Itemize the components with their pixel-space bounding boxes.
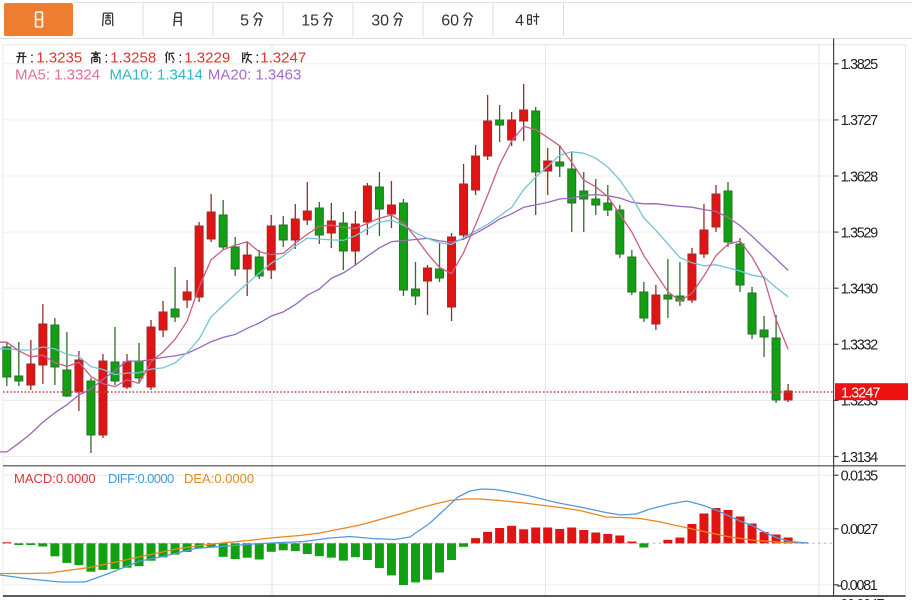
svg-text:1.3825: 1.3825 <box>841 57 879 73</box>
svg-text:5: 5 <box>240 13 249 30</box>
svg-text:1.3727: 1.3727 <box>841 113 879 129</box>
svg-text:1.3235: 1.3235 <box>36 50 82 67</box>
svg-text:60: 60 <box>441 13 459 30</box>
svg-text:MACD:0.0000: MACD:0.0000 <box>14 471 96 486</box>
svg-text::: : <box>104 50 108 67</box>
svg-text:MA20: 1.3463: MA20: 1.3463 <box>208 67 301 84</box>
svg-text:0.0135: 0.0135 <box>841 469 879 485</box>
svg-text:4: 4 <box>515 13 524 30</box>
svg-text:1.3229: 1.3229 <box>184 50 230 67</box>
svg-text:1.3134: 1.3134 <box>841 450 879 466</box>
svg-text:1.3247: 1.3247 <box>841 385 880 401</box>
svg-text:1.3247: 1.3247 <box>260 50 306 67</box>
svg-text:-00.0047: -00.0047 <box>837 597 885 600</box>
svg-text:1.3628: 1.3628 <box>841 169 879 185</box>
svg-text:1.3258: 1.3258 <box>110 50 156 67</box>
svg-text:1.3529: 1.3529 <box>841 225 879 241</box>
svg-text:0.0027: 0.0027 <box>841 522 879 538</box>
svg-text:30: 30 <box>371 13 389 30</box>
svg-text:15: 15 <box>301 13 319 30</box>
svg-text:1.3430: 1.3430 <box>841 282 879 298</box>
svg-text:MA5: 1.3324: MA5: 1.3324 <box>15 67 100 84</box>
svg-text:DEA:0.0000: DEA:0.0000 <box>184 471 254 486</box>
svg-text:DIFF:0.0000: DIFF:0.0000 <box>108 471 174 486</box>
svg-text::: : <box>255 50 259 67</box>
svg-text:MA10: 1.3414: MA10: 1.3414 <box>110 67 203 84</box>
svg-text::: : <box>178 50 182 67</box>
svg-text:1.3332: 1.3332 <box>841 338 879 354</box>
svg-text:-0.0081: -0.0081 <box>837 578 878 594</box>
svg-text::: : <box>30 50 34 67</box>
